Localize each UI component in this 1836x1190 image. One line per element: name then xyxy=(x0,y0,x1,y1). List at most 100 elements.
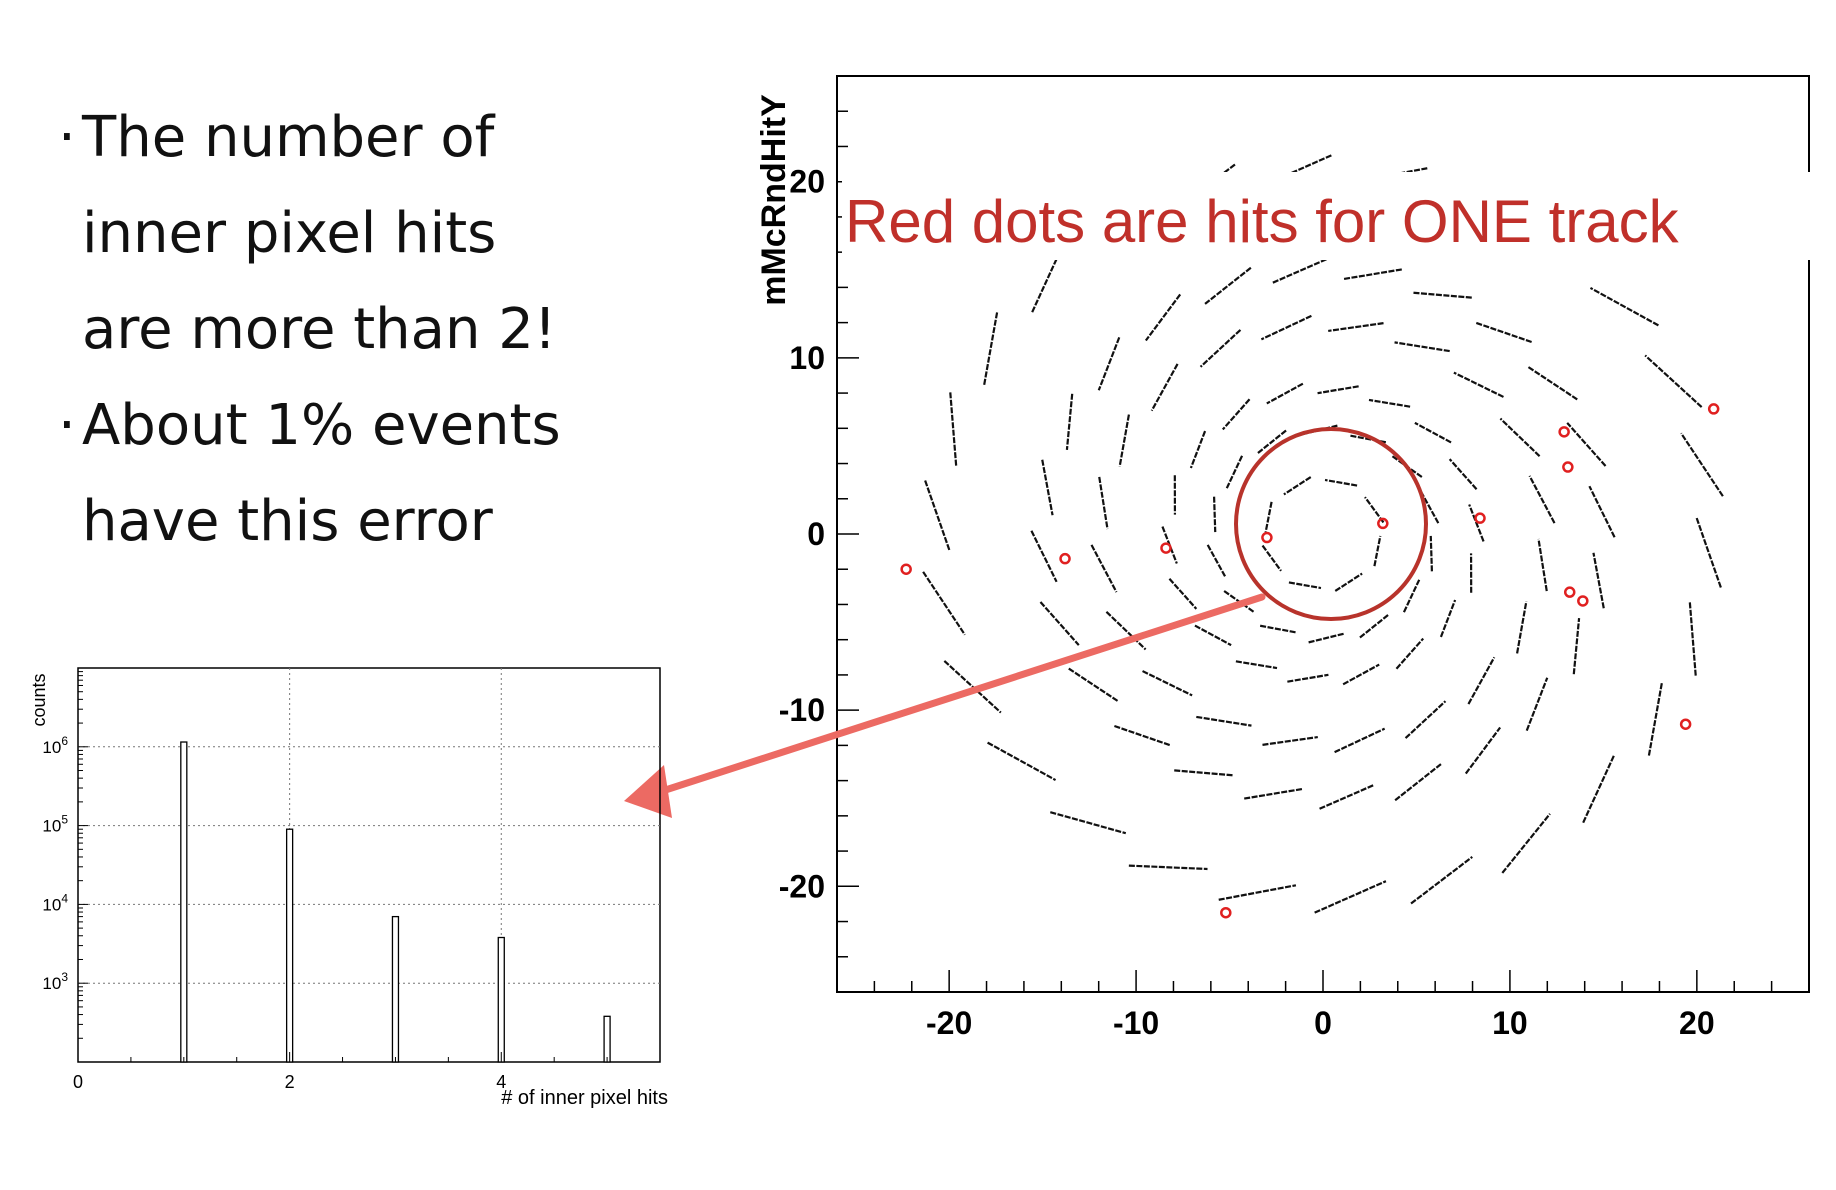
bullet-line: · About 1% events xyxy=(58,378,658,474)
hit-map-y-axis-label: mMcRndHitY xyxy=(755,94,793,306)
hit-segment xyxy=(1695,516,1722,588)
x-tick-label: 0 xyxy=(1314,1005,1332,1041)
hit-segment xyxy=(1266,382,1304,405)
hit-segment xyxy=(1144,293,1182,342)
hit-segment xyxy=(1264,501,1273,533)
hit-segment xyxy=(1566,422,1607,467)
hit-segment xyxy=(922,571,966,636)
hit-segment xyxy=(1168,578,1198,610)
y-tick-label: 20 xyxy=(789,164,825,200)
hit-segment xyxy=(1528,475,1556,524)
hit-segment xyxy=(1221,398,1251,431)
hit-segment xyxy=(1259,624,1298,634)
hit-segment xyxy=(1420,491,1440,524)
track-hit-point xyxy=(1160,542,1172,554)
track-hit-point xyxy=(1261,531,1273,544)
hit-segment xyxy=(1572,618,1581,675)
annotation-arrow-head xyxy=(624,765,672,818)
track-hit-point xyxy=(1474,512,1486,524)
hit-segment xyxy=(924,480,951,552)
hit-segment xyxy=(1468,504,1485,542)
hit-segment xyxy=(1464,726,1502,775)
hit-segment xyxy=(1414,421,1452,444)
hit-segment xyxy=(1049,811,1127,835)
hit-segment xyxy=(1260,314,1312,341)
track-hit-point xyxy=(1220,906,1232,919)
highlight-circle xyxy=(1234,427,1428,621)
hit-segment xyxy=(1467,656,1496,705)
hit-segment xyxy=(1196,715,1252,727)
hit-segment xyxy=(1314,880,1387,914)
annotation-background xyxy=(842,172,1812,260)
track-hit-point xyxy=(900,563,912,575)
bullet-line: · The number of xyxy=(58,90,658,186)
hit-segment xyxy=(1105,611,1147,651)
hit-segment xyxy=(1225,455,1244,489)
hit-map-points xyxy=(900,403,1720,919)
hit-segment xyxy=(1150,363,1179,412)
hit-segment xyxy=(987,741,1057,781)
hit-segment xyxy=(1283,476,1312,496)
hit-segment xyxy=(949,392,958,467)
hit-segment xyxy=(1499,417,1541,457)
hit-segment xyxy=(1429,535,1434,572)
hit-segment xyxy=(1342,663,1380,686)
hit-segment xyxy=(943,660,1002,714)
y-tick-label: 0 xyxy=(807,516,825,552)
hit-segment xyxy=(1039,601,1080,646)
hit-segment xyxy=(1342,268,1402,281)
hit-segment xyxy=(1199,329,1242,368)
track-hit-point xyxy=(1679,718,1692,730)
x-tick-label: -10 xyxy=(1113,1005,1159,1041)
bullet-text: The number of xyxy=(82,105,495,170)
track-hit-point xyxy=(1059,552,1071,565)
hit-segment xyxy=(1098,476,1109,530)
hit-segment xyxy=(1359,613,1390,639)
hit-segment xyxy=(1244,787,1304,800)
hit-segment xyxy=(1206,544,1226,577)
x-tick-label: 10 xyxy=(1492,1005,1528,1041)
track-hit-point xyxy=(1577,595,1589,607)
track-hit-point xyxy=(1377,517,1389,530)
hit-segment xyxy=(1404,700,1447,739)
hit-segment xyxy=(1128,864,1208,871)
hit-segment xyxy=(1090,544,1118,593)
hit-segment xyxy=(1688,601,1697,676)
hit-segment xyxy=(1644,354,1703,408)
hit-segment xyxy=(1030,530,1058,583)
hit-segment xyxy=(1395,637,1425,670)
bullet-line: inner pixel hits xyxy=(58,186,658,282)
hit-segment xyxy=(1308,632,1346,644)
x-tick-label: 20 xyxy=(1679,1005,1715,1041)
hit-segment xyxy=(1142,670,1193,697)
hit-segment xyxy=(1065,393,1074,450)
x-tick-label: -20 xyxy=(926,1005,972,1041)
hit-segment xyxy=(1589,287,1659,327)
track-hit-point xyxy=(1558,426,1570,438)
hit-segment xyxy=(1262,735,1318,746)
hit-segment xyxy=(1582,754,1616,824)
bullet-text: are more than 2! xyxy=(82,297,557,362)
hit-segment xyxy=(1402,579,1421,613)
bullet-line: are more than 2! xyxy=(58,282,658,378)
hit-segment xyxy=(1194,624,1232,647)
hit-segment xyxy=(1525,677,1549,731)
track-hit-point xyxy=(1707,403,1720,415)
bullet-text: have this error xyxy=(82,489,493,554)
hit-segment xyxy=(1041,459,1054,516)
hit-segment xyxy=(1097,337,1121,391)
hit-segment xyxy=(1475,321,1532,344)
bullet-line: have this error xyxy=(58,474,658,570)
y-tick-label: -20 xyxy=(779,868,825,904)
hit-segment xyxy=(1448,458,1478,490)
hit-segment xyxy=(1256,429,1287,455)
bullet-text: inner pixel hits xyxy=(82,201,497,266)
bullet-marker: · xyxy=(58,105,76,170)
hit-segment xyxy=(1317,385,1359,395)
bullet-list: · The number of inner pixel hits are more t… xyxy=(58,90,658,570)
hit-segment xyxy=(1334,727,1386,754)
hit-segment xyxy=(1373,535,1382,567)
hit-segment xyxy=(1439,599,1457,638)
hit-segment xyxy=(982,312,999,386)
hit-segment xyxy=(1588,485,1616,538)
